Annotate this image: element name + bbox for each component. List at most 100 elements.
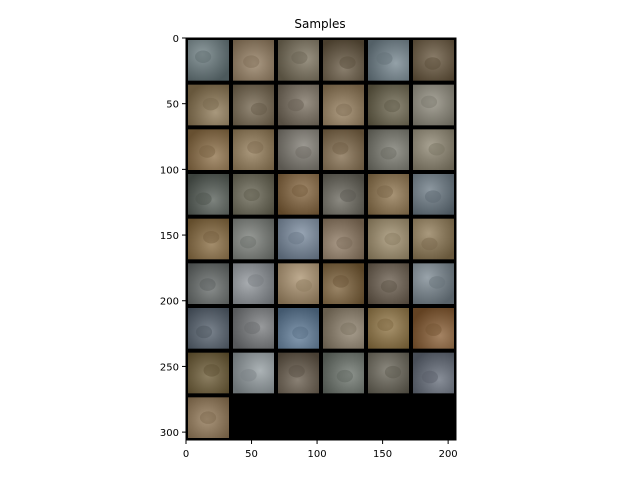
sample-shadow	[195, 325, 213, 339]
sample-shadow	[202, 97, 219, 111]
y-tick-label: 150	[160, 231, 179, 242]
plot-area	[186, 38, 456, 440]
sample-shadow	[380, 146, 397, 160]
y-tick-label: 0	[173, 34, 179, 45]
sample-image	[188, 40, 229, 81]
sample-grid	[188, 40, 454, 438]
sample-image	[188, 397, 229, 438]
sample-image	[278, 129, 319, 170]
sample-shadow	[336, 236, 353, 250]
plot-background	[186, 38, 456, 440]
sample-shadow	[240, 368, 257, 382]
sample-image	[278, 174, 319, 215]
chart-title: Samples	[294, 17, 345, 31]
sample-image	[188, 129, 229, 170]
sample-shadow	[428, 142, 445, 156]
x-tick-label: 100	[308, 449, 327, 460]
x-tick-label: 50	[245, 449, 258, 460]
sample-shadow	[247, 141, 264, 154]
sample-image	[323, 308, 364, 349]
sample-shadow	[295, 279, 312, 292]
sample-shadow	[287, 98, 304, 112]
sample-image	[368, 263, 409, 304]
sample-image	[233, 263, 274, 304]
sample-image	[413, 84, 454, 126]
sample-shadow	[199, 278, 216, 291]
y-tick-label: 50	[166, 100, 179, 111]
sample-image	[233, 308, 274, 349]
sample-shadow	[332, 142, 349, 155]
sample-image	[233, 84, 274, 126]
sample-image	[323, 40, 364, 81]
sample-image	[323, 263, 364, 304]
sample-image	[323, 129, 364, 170]
sample-shadow	[332, 275, 349, 288]
sample-image	[188, 84, 229, 126]
sample-shadow	[288, 364, 305, 378]
sample-shadow	[295, 146, 312, 159]
sample-shadow	[421, 237, 438, 251]
sample-image	[278, 218, 319, 260]
sample-image	[413, 174, 454, 215]
sample-shadow	[424, 57, 441, 70]
sample-shadow	[291, 184, 308, 198]
sample-shadow	[424, 190, 442, 203]
sample-shadow	[292, 326, 309, 340]
sample-shadow	[340, 322, 357, 336]
sample-image	[188, 352, 229, 394]
sample-shadow	[203, 364, 220, 377]
x-axis: 0 50 100 150 200	[183, 439, 458, 460]
sample-shadow	[425, 323, 442, 336]
x-tick-label: 150	[373, 449, 392, 460]
sample-shadow	[339, 56, 356, 69]
sample-shadow	[203, 230, 220, 244]
sample-image	[188, 174, 229, 215]
sample-image	[368, 352, 409, 394]
sample-shadow	[243, 188, 260, 202]
sample-shadow	[384, 99, 401, 113]
sample-image	[413, 40, 454, 81]
sample-image	[233, 174, 274, 215]
sample-image	[188, 218, 229, 260]
sample-shadow	[244, 321, 261, 335]
sample-shadow	[199, 411, 217, 424]
sample-image	[188, 263, 229, 304]
sample-image	[368, 84, 409, 126]
sample-image	[413, 352, 454, 394]
sample-shadow	[335, 103, 353, 117]
sample-image	[323, 84, 364, 126]
sample-shadow	[376, 185, 393, 198]
y-tick-label: 300	[160, 428, 179, 439]
sample-shadow	[336, 369, 353, 383]
sample-shadow	[291, 51, 308, 64]
y-axis: 0 50 100 150 200 250 300	[160, 34, 187, 440]
sample-shadow	[195, 192, 212, 206]
x-tick-label: 0	[183, 449, 189, 460]
sample-image	[368, 174, 409, 215]
sample-image	[368, 40, 409, 81]
y-tick-label: 200	[160, 297, 179, 308]
sample-image	[368, 308, 409, 349]
sample-shadow	[250, 102, 267, 116]
sample-image	[368, 218, 409, 260]
sample-image	[323, 352, 364, 394]
sample-shadow	[247, 274, 264, 287]
sample-shadow	[384, 232, 401, 246]
sample-image	[233, 218, 274, 260]
sample-shadow	[240, 235, 257, 249]
sample-image	[233, 352, 274, 394]
sample-shadow	[199, 145, 216, 158]
sample-image	[368, 129, 409, 170]
sample-image	[413, 218, 454, 260]
sample-shadow	[195, 50, 212, 64]
sample-shadow	[339, 189, 357, 202]
sample-shadow	[288, 231, 305, 245]
y-tick-label: 250	[160, 362, 179, 373]
sample-image	[278, 352, 319, 394]
sample-image	[278, 308, 319, 349]
sample-image	[233, 40, 274, 81]
sample-shadow	[380, 280, 398, 293]
sample-image	[413, 129, 454, 170]
sample-shadow	[429, 276, 446, 289]
